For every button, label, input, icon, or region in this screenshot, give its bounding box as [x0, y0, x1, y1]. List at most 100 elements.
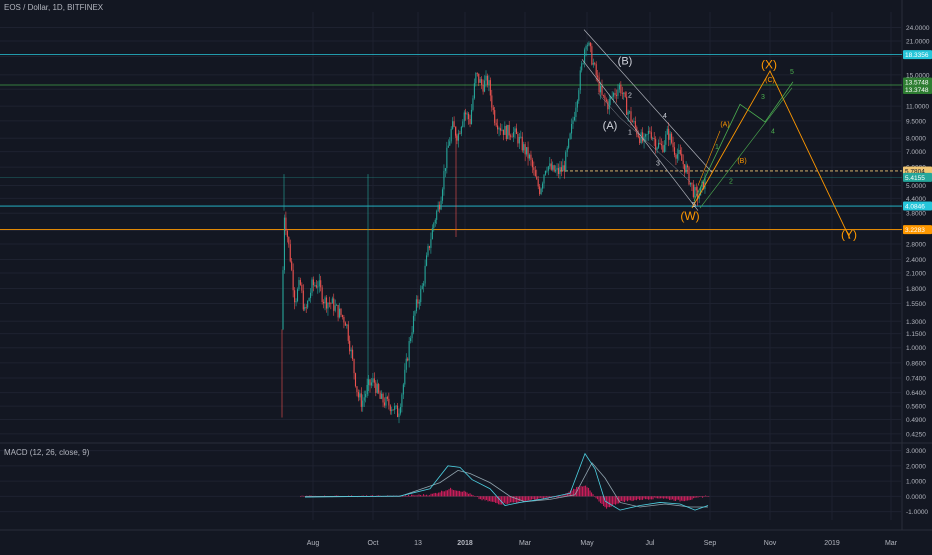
candle-body [678, 149, 680, 155]
candle [388, 392, 390, 410]
macd-histogram-bar [414, 495, 416, 497]
candle-body [301, 284, 303, 291]
candle [560, 161, 562, 177]
y-tick-label: 4.4000 [906, 196, 926, 203]
candle [557, 163, 560, 179]
candle-body [540, 188, 542, 195]
candle-body [689, 182, 691, 185]
candle-body [339, 308, 341, 318]
candle [317, 281, 319, 294]
macd-histogram-bar [625, 496, 627, 501]
candle [333, 293, 335, 316]
candle [650, 126, 652, 141]
macd-histogram-bar [613, 496, 615, 505]
y-tick-label: 9.5000 [906, 118, 926, 125]
candle-body [586, 45, 589, 47]
candle-body [347, 324, 349, 341]
candle [289, 239, 291, 263]
candle-body [523, 144, 525, 151]
price-axis[interactable]: 24.000021.000018.000015.000013.000011.00… [906, 25, 930, 438]
macd-histogram-bar [445, 490, 447, 497]
macd-histogram-bar [685, 496, 687, 501]
candle [415, 295, 417, 314]
candle [582, 62, 584, 65]
candle-body [388, 398, 390, 406]
projection-green-line [693, 81, 794, 201]
price-marker[interactable]: 5.4155 [903, 172, 932, 182]
candle-body [392, 409, 394, 411]
candle [469, 114, 471, 128]
candle [307, 300, 309, 310]
macd-histogram-bar [426, 494, 428, 497]
candle-body [402, 384, 404, 395]
candle-body [321, 287, 323, 302]
candle-body [613, 93, 615, 97]
candle-body [604, 95, 606, 100]
macd-histogram-bar [427, 495, 429, 497]
macd-histogram-bar [423, 494, 425, 497]
candle-body [379, 392, 381, 399]
candle-body [428, 246, 430, 248]
candle [347, 321, 349, 344]
candle [421, 283, 423, 290]
macd-histogram-bar [679, 496, 681, 502]
candle [588, 41, 590, 47]
candle [449, 137, 451, 147]
macd-histogram-bar [591, 492, 593, 497]
price-marker[interactable]: 13.5748 [903, 77, 932, 87]
candle [443, 164, 445, 196]
candle [685, 161, 687, 174]
candle-body [649, 130, 651, 133]
candle-body [310, 292, 312, 299]
candle [688, 165, 690, 186]
candle [463, 110, 465, 128]
candle-body [357, 392, 359, 398]
price-marker[interactable]: 13.3748 [903, 84, 932, 94]
candle-body [285, 217, 287, 231]
candle-body [671, 133, 673, 143]
candle-body [640, 132, 642, 144]
candle-body [404, 369, 406, 385]
macd-histogram-bar [406, 496, 408, 497]
candle [604, 93, 606, 106]
macd-pane [300, 452, 710, 511]
candle-body [423, 283, 425, 286]
candle [510, 133, 512, 141]
macd-histogram-bar [636, 496, 638, 501]
macd-histogram-bar [408, 494, 410, 497]
candle [524, 142, 526, 162]
macd-histogram-bar [516, 496, 518, 503]
price-markers: 18.335613.574813.37485.78045.41554.08463… [903, 50, 932, 235]
candle-body [620, 84, 622, 94]
macd-axis[interactable]: 3.0000 2.0000 1.0000 0.0000 -1.0000 [906, 448, 928, 516]
candle-body [597, 75, 599, 78]
candle-body [341, 315, 343, 318]
candle [647, 125, 649, 141]
candle-body [489, 80, 491, 96]
candle [601, 79, 603, 97]
candle-body [627, 111, 629, 115]
candle-body [555, 169, 557, 172]
macd-histogram-bar [627, 496, 629, 502]
candle-body [475, 72, 477, 84]
candle-body [472, 98, 474, 110]
wave-label: (A) [720, 121, 729, 128]
macd-histogram-bar [541, 496, 543, 499]
price-marker[interactable]: 18.3356 [903, 50, 932, 60]
macd-histogram-bar [559, 496, 561, 497]
macd-histogram-bar [477, 496, 479, 498]
candle [366, 378, 368, 398]
candle-body [517, 134, 519, 144]
price-marker[interactable]: 3.2283 [903, 225, 932, 235]
macd-histogram-bar [673, 496, 675, 501]
candle-body [553, 165, 555, 172]
candle-body [354, 373, 357, 387]
candle [669, 130, 671, 146]
candle-body [526, 147, 528, 155]
candle-body [424, 265, 426, 284]
candle [543, 174, 545, 189]
price-marker[interactable]: 4.0846 [903, 201, 932, 211]
candle [505, 124, 507, 142]
macd-tick-label: -1.0000 [906, 509, 928, 516]
